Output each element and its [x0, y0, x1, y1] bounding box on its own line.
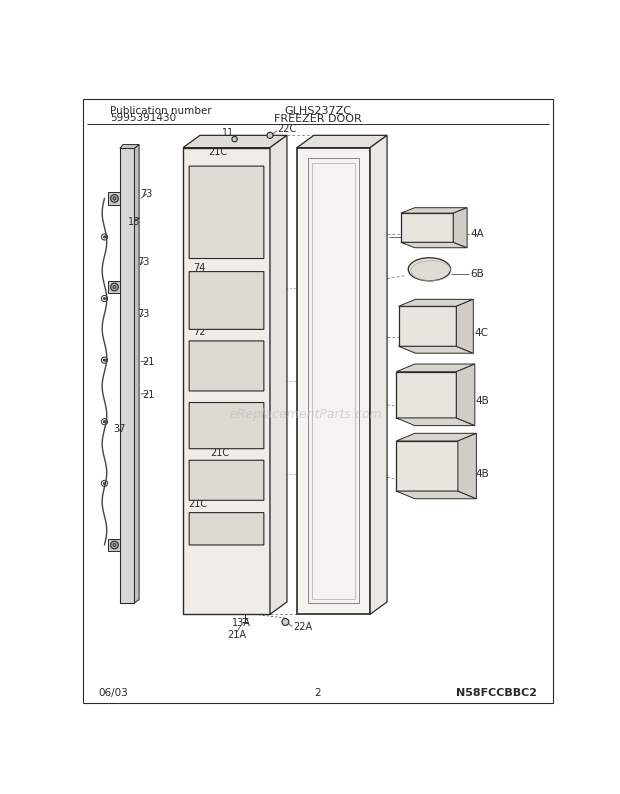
Circle shape [110, 195, 118, 202]
Text: 22A: 22A [293, 622, 312, 632]
Text: 11: 11 [221, 128, 234, 138]
Polygon shape [108, 192, 120, 205]
Text: 2: 2 [314, 688, 321, 698]
Circle shape [232, 137, 237, 142]
Polygon shape [396, 441, 458, 491]
Text: 21: 21 [142, 357, 154, 368]
Circle shape [282, 619, 289, 626]
Text: 74: 74 [193, 317, 205, 326]
Circle shape [113, 197, 116, 200]
Polygon shape [120, 145, 139, 148]
Circle shape [104, 421, 105, 423]
Polygon shape [396, 364, 475, 372]
Circle shape [110, 283, 118, 291]
Text: 73: 73 [138, 256, 150, 267]
Circle shape [104, 482, 105, 484]
Polygon shape [399, 346, 473, 353]
Text: 21C: 21C [210, 448, 229, 457]
Text: 73: 73 [138, 309, 150, 319]
FancyBboxPatch shape [189, 403, 264, 449]
Polygon shape [401, 242, 467, 248]
Text: 37: 37 [113, 425, 125, 434]
Circle shape [104, 236, 105, 238]
Text: N58FCCBBC2: N58FCCBBC2 [456, 688, 537, 698]
Polygon shape [270, 135, 287, 615]
Text: 1: 1 [410, 232, 417, 242]
Text: 4C: 4C [474, 328, 488, 338]
Polygon shape [453, 208, 467, 248]
Polygon shape [456, 299, 473, 353]
FancyBboxPatch shape [189, 461, 264, 500]
Polygon shape [401, 213, 453, 242]
Polygon shape [183, 135, 287, 148]
Circle shape [267, 133, 273, 138]
Polygon shape [401, 208, 467, 213]
FancyBboxPatch shape [189, 341, 264, 391]
Text: 74: 74 [193, 263, 205, 273]
Text: 06/03: 06/03 [99, 688, 128, 698]
Text: 21: 21 [201, 202, 213, 213]
Text: 21C: 21C [188, 499, 208, 509]
Polygon shape [135, 145, 139, 603]
Polygon shape [108, 539, 120, 551]
Circle shape [104, 359, 105, 361]
FancyBboxPatch shape [189, 513, 264, 545]
Text: 21C: 21C [208, 147, 228, 157]
Text: 72: 72 [193, 326, 205, 337]
Text: 4B: 4B [476, 469, 489, 479]
Text: FREEZER DOOR: FREEZER DOOR [274, 114, 361, 124]
Text: 21: 21 [142, 390, 154, 400]
Text: 13A: 13A [231, 619, 250, 629]
Circle shape [113, 543, 116, 546]
Text: 6B: 6B [470, 269, 484, 279]
Text: GLHS237ZC: GLHS237ZC [284, 106, 352, 117]
Text: 18: 18 [128, 217, 141, 226]
Polygon shape [396, 372, 456, 418]
Text: 21: 21 [198, 272, 210, 282]
Text: 74: 74 [196, 194, 208, 203]
Ellipse shape [408, 258, 451, 281]
Text: 21A: 21A [228, 630, 246, 640]
Polygon shape [396, 491, 476, 499]
Polygon shape [399, 299, 473, 306]
Circle shape [113, 286, 116, 288]
Text: 73: 73 [141, 189, 153, 198]
Text: 4A: 4A [470, 229, 484, 239]
Text: 4B: 4B [476, 396, 489, 406]
Text: 72: 72 [193, 225, 205, 236]
Polygon shape [297, 135, 387, 148]
Polygon shape [396, 434, 476, 441]
Text: 22C: 22C [278, 124, 297, 134]
Polygon shape [183, 148, 270, 615]
Polygon shape [297, 148, 370, 615]
FancyBboxPatch shape [189, 272, 264, 330]
Polygon shape [370, 135, 387, 615]
Text: eReplacementParts.com: eReplacementParts.com [230, 407, 383, 421]
Polygon shape [108, 281, 120, 293]
Polygon shape [458, 434, 476, 499]
Circle shape [110, 541, 118, 549]
Text: 5995391430: 5995391430 [110, 114, 176, 123]
Polygon shape [120, 148, 135, 603]
Text: Publication number: Publication number [110, 106, 211, 117]
Circle shape [104, 298, 105, 299]
Polygon shape [456, 364, 475, 426]
Polygon shape [399, 306, 456, 346]
Polygon shape [396, 418, 475, 426]
FancyBboxPatch shape [189, 166, 264, 259]
